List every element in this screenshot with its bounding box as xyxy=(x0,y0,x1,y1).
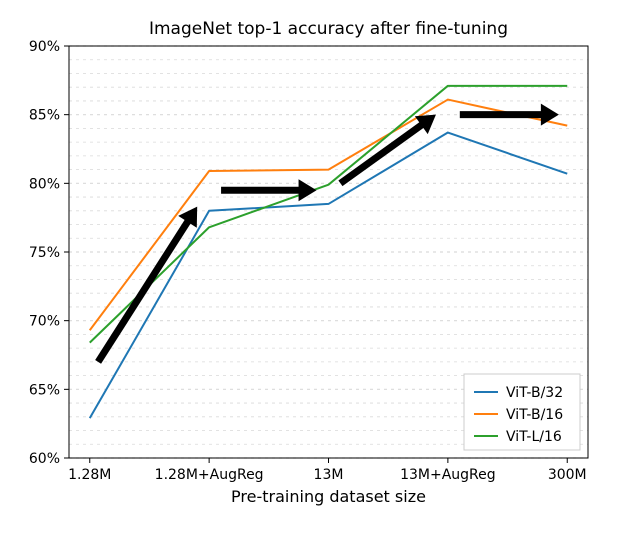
y-tick-label: 65% xyxy=(29,382,60,398)
y-tick-label: 80% xyxy=(29,176,60,192)
legend-label-1: ViT-B/16 xyxy=(506,407,563,423)
x-tick-label: 1.28M+AugReg xyxy=(155,467,264,483)
chart-container: 60%65%70%75%80%85%90% 1.28M1.28M+AugReg1… xyxy=(0,0,622,542)
y-tick-label: 85% xyxy=(29,108,60,124)
y-tick-label: 90% xyxy=(29,39,60,55)
y-tick-label: 70% xyxy=(29,314,60,330)
legend-label-0: ViT-B/32 xyxy=(506,385,563,401)
x-tick-label: 300M xyxy=(548,467,587,483)
y-tick-label: 75% xyxy=(29,245,60,261)
x-tick-label: 13M+AugReg xyxy=(400,467,496,483)
chart-svg: 60%65%70%75%80%85%90% 1.28M1.28M+AugReg1… xyxy=(0,0,622,542)
x-axis-label: Pre-training dataset size xyxy=(231,487,426,506)
legend: ViT-B/32 ViT-B/16 ViT-L/16 xyxy=(464,374,580,450)
y-axis-ticks: 60% 65% 70% 75% 80% 85% 90% xyxy=(29,39,69,467)
y-tick-label: 60% xyxy=(29,451,60,467)
x-tick-label: 13M xyxy=(314,467,344,483)
x-tick-label: 1.28M xyxy=(68,467,111,483)
legend-label-2: ViT-L/16 xyxy=(506,429,562,445)
x-axis-ticks: 1.28M 1.28M+AugReg 13M 13M+AugReg 300M xyxy=(68,458,587,483)
chart-title: ImageNet top-1 accuracy after fine-tunin… xyxy=(149,19,508,39)
